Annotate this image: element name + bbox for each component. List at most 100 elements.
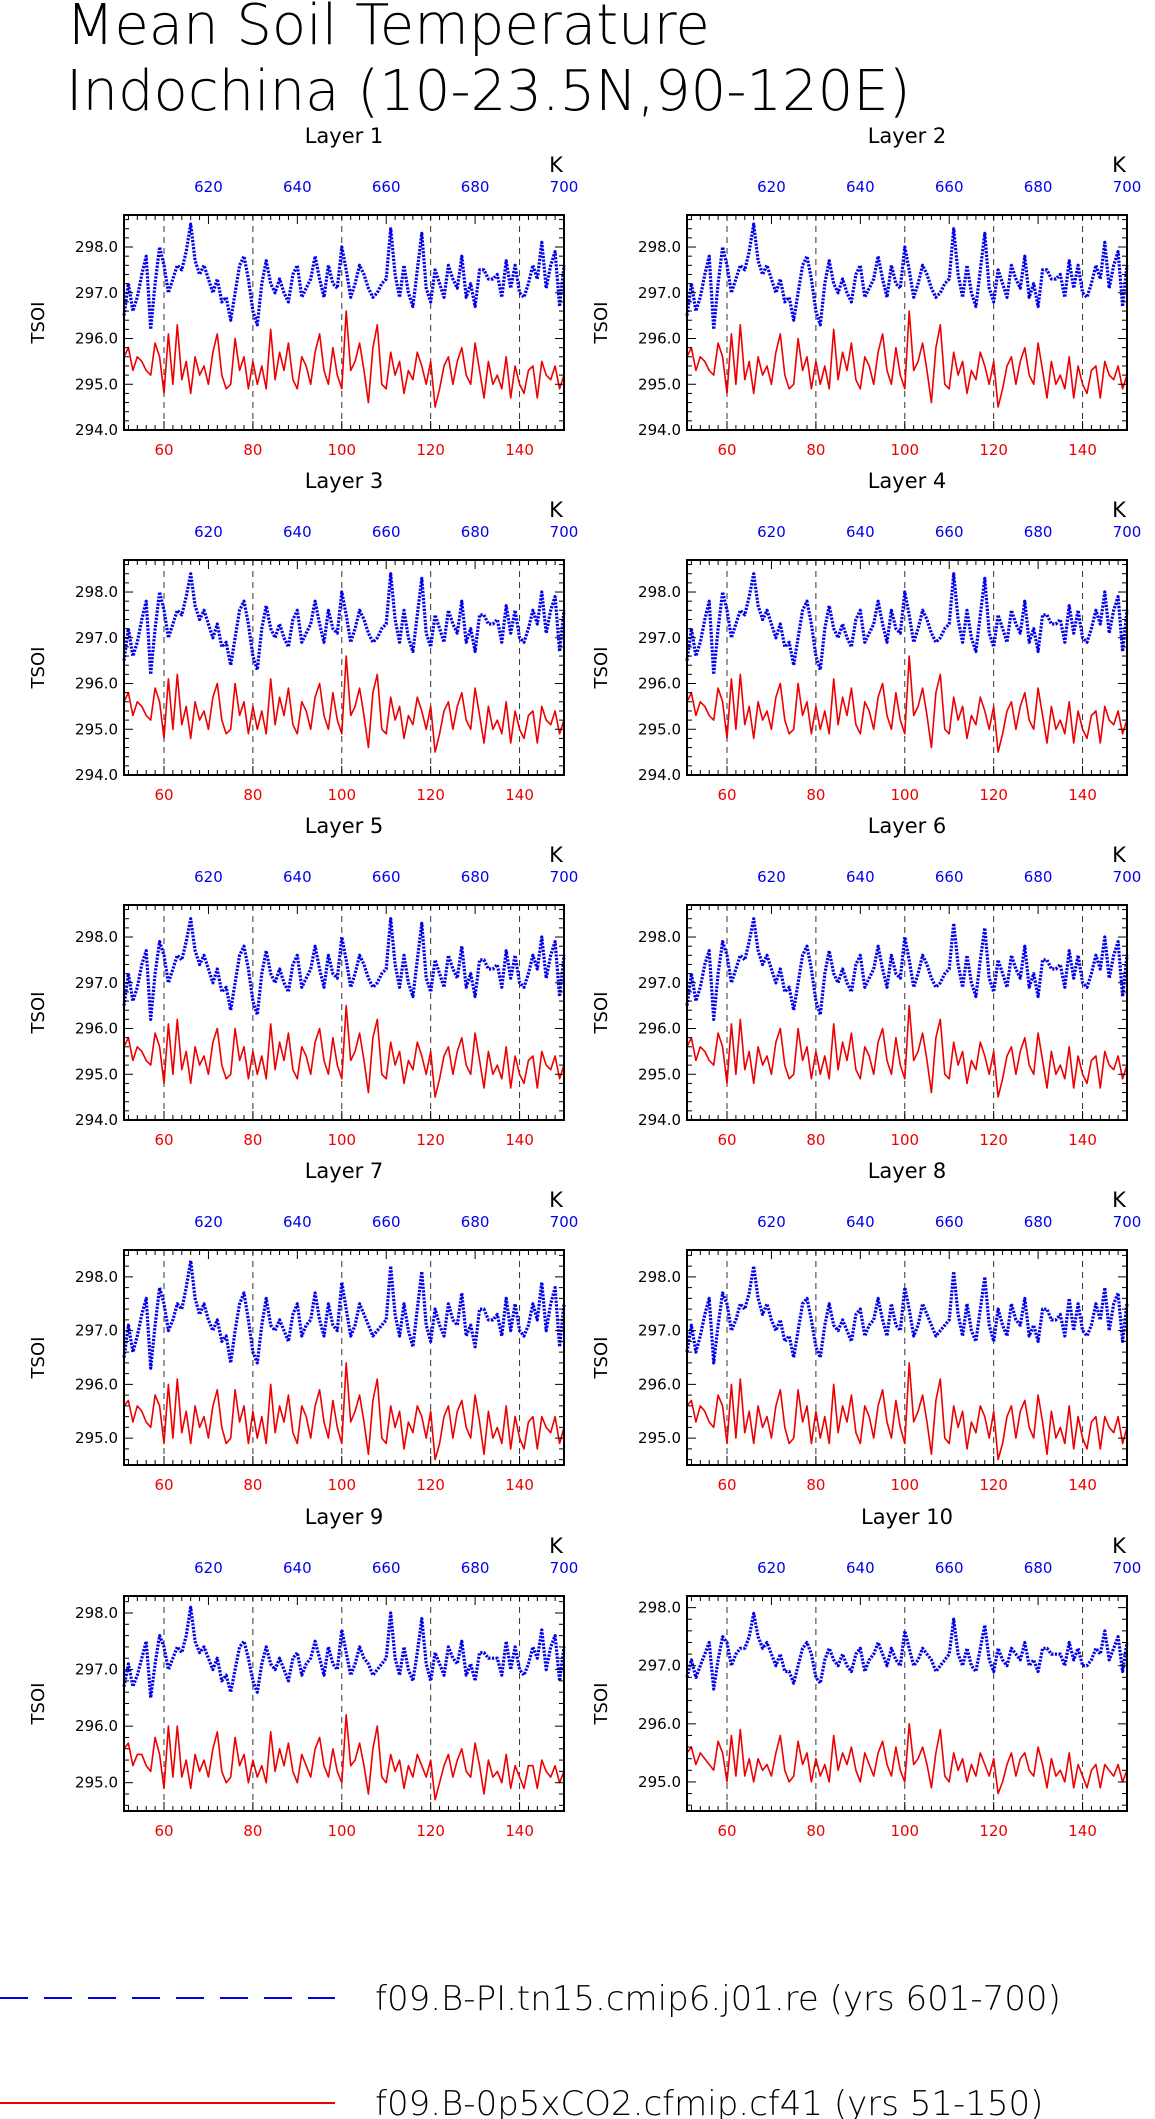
x-tick-label: 80 xyxy=(243,786,262,804)
x-tick-label: 140 xyxy=(505,1131,534,1149)
y-tick-label: 294.0 xyxy=(75,1111,118,1129)
x-tick-label: 100 xyxy=(327,1476,356,1494)
legend-label-series-2: f09.B-0p5xCO2.cfmip.cf41 (yrs 51-150) xyxy=(375,2084,1043,2119)
plot-frame xyxy=(123,214,565,431)
x-tick-label: 120 xyxy=(416,1476,445,1494)
y-tick-label: 295.0 xyxy=(75,1065,118,1083)
panel-title: Layer 7 xyxy=(305,1159,384,1183)
y-tick-label: 297.0 xyxy=(75,1661,118,1679)
x2-tick-label: 680 xyxy=(1024,1559,1053,1577)
x-tick-label: 100 xyxy=(327,1131,356,1149)
x-tick-label: 60 xyxy=(717,1822,736,1840)
series-line-pi xyxy=(122,917,566,1021)
series-line-pi xyxy=(685,917,1129,1021)
x2-tick-label: 700 xyxy=(1113,1213,1142,1231)
x2-tick-label: 620 xyxy=(194,868,223,886)
x2-tick-label: 640 xyxy=(283,178,312,196)
panel-title: Layer 6 xyxy=(868,814,947,838)
series-line-0p5xco2 xyxy=(686,1362,1128,1461)
series-line-0p5xco2 xyxy=(123,310,565,408)
x2-tick-label: 660 xyxy=(935,868,964,886)
y-tick-label: 295.0 xyxy=(638,1065,681,1083)
x2-unit-label: K xyxy=(1112,153,1127,177)
y-tick-label: 295.0 xyxy=(75,1774,118,1792)
y-axis-label: TSOI xyxy=(591,992,612,1035)
y-axis-label: TSOI xyxy=(28,1337,49,1380)
figure-title-line-1: Mean Soil Temperature xyxy=(66,0,710,58)
x2-tick-label: 640 xyxy=(846,1213,875,1231)
x2-tick-label: 640 xyxy=(283,1213,312,1231)
x-tick-label: 140 xyxy=(505,786,534,804)
x2-tick-label: 660 xyxy=(372,523,401,541)
series-line-pi xyxy=(685,1611,1129,1691)
y-axis-label: TSOI xyxy=(28,992,49,1035)
series-line-pi xyxy=(685,1264,1129,1365)
series-line-0p5xco2 xyxy=(686,1004,1128,1098)
x2-tick-label: 680 xyxy=(461,868,490,886)
y-tick-label: 296.0 xyxy=(75,675,118,693)
x2-tick-label: 640 xyxy=(283,523,312,541)
y-axis-label: TSOI xyxy=(591,1683,612,1726)
y-tick-label: 298.0 xyxy=(638,583,681,601)
y-tick-label: 295.0 xyxy=(75,1429,118,1447)
x-tick-label: 80 xyxy=(806,441,825,459)
x-tick-label: 60 xyxy=(154,786,173,804)
panel-title: Layer 2 xyxy=(868,124,947,148)
x-tick-label: 140 xyxy=(1068,1476,1097,1494)
x2-unit-label: K xyxy=(549,1188,564,1212)
x2-tick-label: 700 xyxy=(1113,868,1142,886)
x-tick-label: 120 xyxy=(979,441,1008,459)
x2-tick-label: 680 xyxy=(1024,523,1053,541)
y-tick-label: 298.0 xyxy=(638,1599,681,1617)
x-tick-label: 140 xyxy=(505,441,534,459)
plot-frame xyxy=(123,1595,565,1812)
y-axis-label: TSOI xyxy=(28,1683,49,1726)
y-axis-label: TSOI xyxy=(591,1337,612,1380)
x2-tick-label: 700 xyxy=(550,523,579,541)
x2-tick-label: 620 xyxy=(194,1213,223,1231)
plot-frame xyxy=(123,1249,565,1466)
series-line-pi xyxy=(122,222,566,331)
y-tick-label: 294.0 xyxy=(75,421,118,439)
x2-tick-label: 620 xyxy=(757,868,786,886)
plot-frame xyxy=(686,1249,1128,1466)
x2-tick-label: 620 xyxy=(757,178,786,196)
x2-tick-label: 620 xyxy=(194,523,223,541)
x2-tick-label: 640 xyxy=(846,523,875,541)
x2-tick-label: 680 xyxy=(461,523,490,541)
x-tick-label: 120 xyxy=(416,441,445,459)
y-tick-label: 294.0 xyxy=(75,766,118,784)
x-tick-label: 60 xyxy=(717,1476,736,1494)
x-tick-label: 100 xyxy=(890,1131,919,1149)
x2-tick-label: 680 xyxy=(461,178,490,196)
y-tick-label: 297.0 xyxy=(638,1657,681,1675)
series-line-0p5xco2 xyxy=(123,1362,565,1461)
x-tick-label: 80 xyxy=(806,786,825,804)
legend-label-series-1: f09.B-PI.tn15.cmip6.j01.re (yrs 601-700) xyxy=(375,1979,1061,2019)
x2-tick-label: 700 xyxy=(550,178,579,196)
plot-frame xyxy=(686,1595,1128,1812)
series-line-pi xyxy=(685,572,1129,676)
series-line-0p5xco2 xyxy=(123,1004,565,1098)
x-tick-label: 100 xyxy=(890,1822,919,1840)
x-tick-label: 120 xyxy=(979,1131,1008,1149)
y-tick-label: 297.0 xyxy=(75,629,118,647)
x2-unit-label: K xyxy=(549,843,564,867)
x2-tick-label: 640 xyxy=(846,1559,875,1577)
x2-tick-label: 680 xyxy=(461,1559,490,1577)
x2-tick-label: 700 xyxy=(1113,1559,1142,1577)
y-tick-label: 296.0 xyxy=(638,1375,681,1393)
x2-tick-label: 620 xyxy=(757,1213,786,1231)
y-tick-label: 295.0 xyxy=(638,375,681,393)
x2-tick-label: 660 xyxy=(372,868,401,886)
x2-tick-label: 660 xyxy=(935,1559,964,1577)
x-tick-label: 60 xyxy=(154,441,173,459)
x-tick-label: 60 xyxy=(154,1476,173,1494)
